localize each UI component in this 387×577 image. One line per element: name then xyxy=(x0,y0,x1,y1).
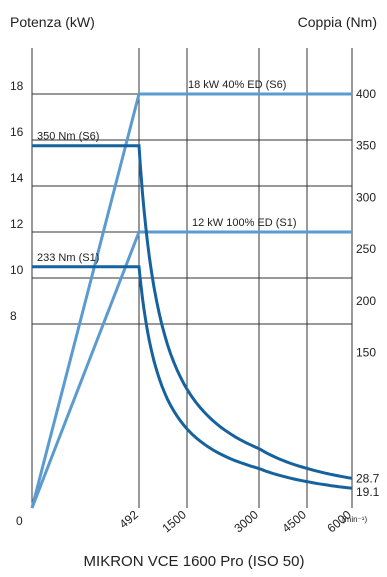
y-axis-left-title: Potenza (kW) xyxy=(10,14,95,30)
annotation-12kw: 12 kW 100% ED (S1) xyxy=(192,217,297,229)
x-tick-label: 1500 xyxy=(159,507,189,535)
end-value-label: 28.7 xyxy=(356,471,380,485)
annotation-18kw: 18 kW 40% ED (S6) xyxy=(188,79,286,91)
labels-layer: 8 10 12 14 16 18 150 200 250 300 350 400 0 492 1500 300… xyxy=(10,79,380,535)
y-left-tick-label: 18 xyxy=(10,79,24,93)
annotation-233nm: 233 Nm (S1) xyxy=(37,252,99,264)
y-right-tick-label: 400 xyxy=(356,87,376,101)
x-axis-unit: (min⁻¹) xyxy=(342,515,367,524)
y-left-tick-label: 16 xyxy=(10,125,24,139)
y-right-tick-label: 250 xyxy=(356,242,376,256)
y-left-tick-label: 8 xyxy=(10,309,17,323)
series-layer xyxy=(30,92,353,509)
y-left-tick-label: 14 xyxy=(10,171,24,185)
x-tick-label: 0 xyxy=(16,514,23,528)
y-left-tick-label: 12 xyxy=(10,217,24,231)
y-axis-right-title: Coppia (Nm) xyxy=(298,14,377,30)
y-right-tick-label: 300 xyxy=(356,190,376,204)
end-value-label: 19.1 xyxy=(356,485,380,499)
power-line xyxy=(30,92,352,509)
torque-curve xyxy=(32,265,353,490)
power-line xyxy=(30,230,352,509)
x-tick-label: 492 xyxy=(117,507,142,531)
annotation-350nm: 350 Nm (S6) xyxy=(37,131,99,143)
y-right-tick-label: 200 xyxy=(356,294,376,308)
y-left-tick-label: 10 xyxy=(10,263,24,277)
chart-title: MIKRON VCE 1600 Pro (ISO 50) xyxy=(84,553,305,570)
grid xyxy=(32,48,353,508)
torque-curve xyxy=(32,144,353,480)
x-tick-label: 4500 xyxy=(279,507,309,535)
y-right-tick-label: 350 xyxy=(356,139,376,153)
x-tick-label: 3000 xyxy=(231,507,261,535)
y-right-tick-label: 150 xyxy=(356,346,376,360)
